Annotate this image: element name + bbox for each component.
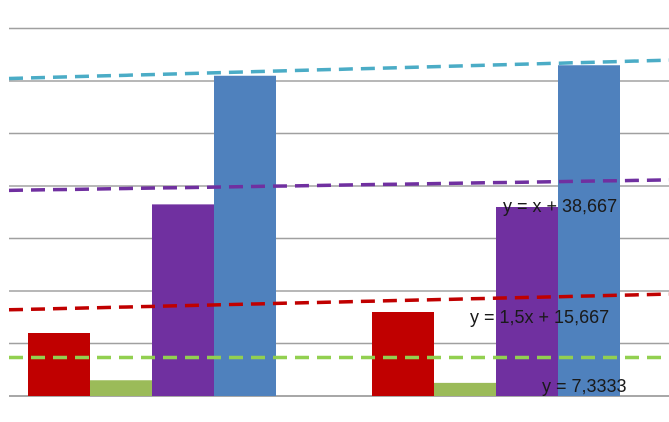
trendline-equation-label: y = 1,5x + 15,667 [470,307,609,327]
bar-series1-cat2 [372,312,434,396]
bar-series4-cat1 [214,75,276,396]
bar-series2-cat1 [90,380,152,396]
trendline-equation-label: y = x + 38,667 [503,196,617,216]
bar-series1-cat1 [28,333,90,396]
trendline-labels: y = 1,5x + 15,667 y = 7,3333 y = x + 38,66… [470,196,627,396]
bar-series3-cat2 [496,207,558,396]
trendline-4 [8,58,669,81]
bar-series2-cat2 [434,382,496,396]
bar-series4-cat2 [558,65,620,396]
trendline-1 [8,292,669,312]
bar-series3-cat1 [152,204,214,396]
bars [28,65,620,396]
trendline-equation-label: y = 7,3333 [542,376,627,396]
trendlines [8,58,669,360]
trendline-3 [8,178,669,193]
